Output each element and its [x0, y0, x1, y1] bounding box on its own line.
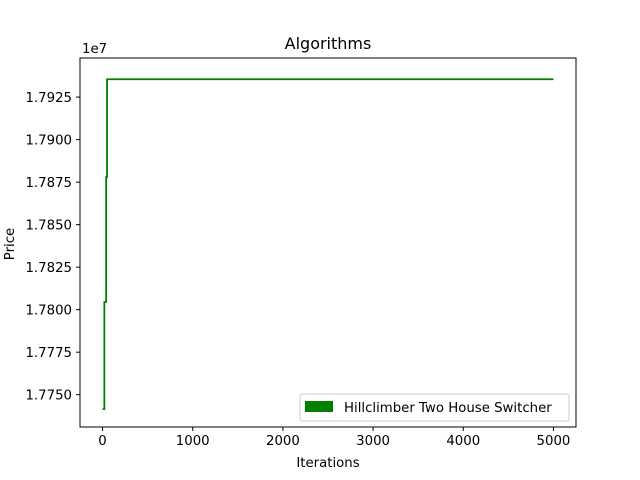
y-tick-label: 1.7875 — [25, 176, 72, 191]
y-tick-label: 1.7750 — [25, 389, 72, 404]
x-tick-label: 4000 — [446, 434, 480, 449]
x-tick-label: 2000 — [266, 434, 300, 449]
y-tick-label: 1.7900 — [25, 134, 72, 149]
plot-layer — [102, 78, 554, 411]
y-tick-label: 1.7925 — [25, 91, 72, 106]
x-tick-label: 0 — [98, 434, 106, 449]
legend: Hillclimber Two House Switcher — [299, 393, 570, 422]
legend-label: Hillclimber Two House Switcher — [344, 401, 552, 416]
y-axis-label: Price — [3, 228, 18, 260]
x-axis-label: Iterations — [296, 456, 359, 471]
legend-frame — [299, 393, 570, 422]
axes-layer: 0 1000 2000 3000 4000 5000 1.7750 1.7775 1.7800 1… — [25, 57, 577, 449]
y-tick-label: 1.7825 — [25, 261, 72, 276]
x-tick-label: 3000 — [356, 434, 390, 449]
chart-title: Algorithms — [285, 34, 372, 53]
x-tick-label: 1000 — [176, 434, 210, 449]
y-tick-label: 1.7850 — [25, 219, 72, 234]
series-line-0 — [102, 78, 554, 411]
axes-frame — [79, 57, 577, 428]
y-tick-label: 1.7775 — [25, 346, 72, 361]
legend-swatch — [305, 401, 333, 412]
y-offset-label: 1e7 — [82, 42, 107, 57]
y-tick-label: 1.7800 — [25, 304, 72, 319]
x-tick-label: 5000 — [537, 434, 571, 449]
